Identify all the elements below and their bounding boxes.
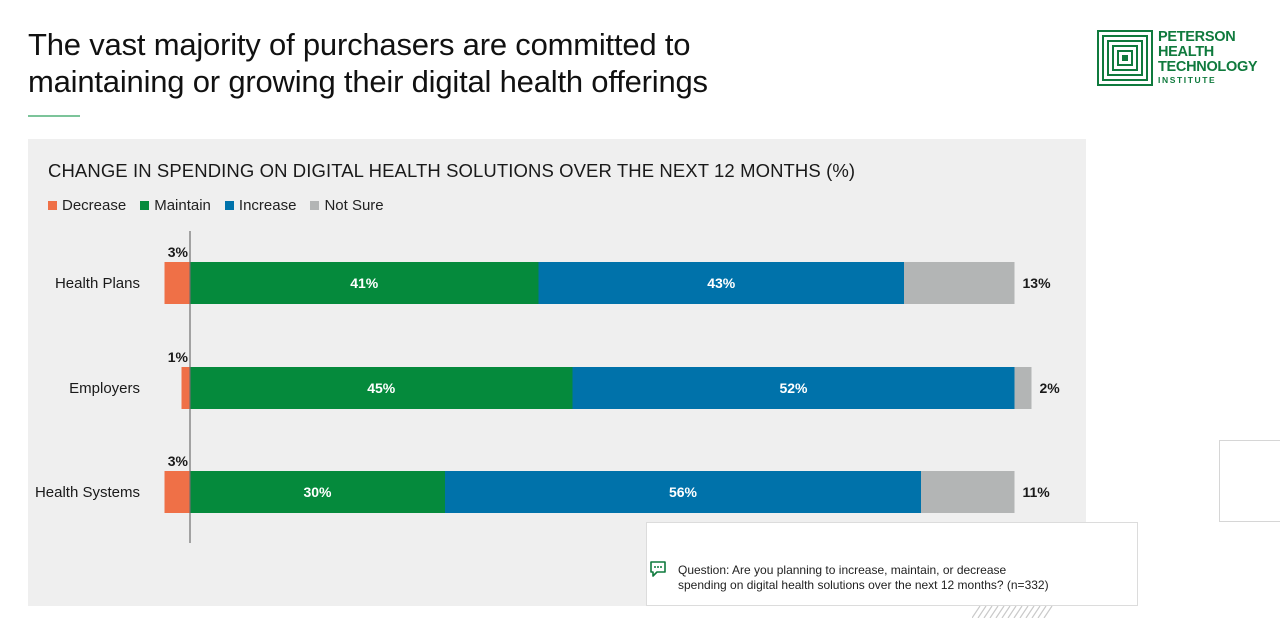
peterson-logo: PETERSON HEALTH TECHNOLOGY INSTITUTE: [1097, 30, 1267, 88]
logo-line-2: HEALTH: [1158, 44, 1214, 60]
data-label-not-sure: 2%: [1040, 380, 1061, 396]
bar-not-sure: [921, 471, 1015, 513]
bar-increase: [445, 471, 921, 513]
bar-maintain: [190, 367, 573, 409]
data-label-increase: 56%: [669, 484, 698, 500]
bar-decrease: [164, 471, 190, 513]
legend-swatch: [310, 200, 320, 210]
logo-line-1: PETERSON: [1158, 29, 1236, 45]
bar-decrease: [164, 262, 190, 304]
note-box: [646, 522, 1138, 606]
data-label-increase: 43%: [707, 275, 736, 291]
title-underline: [28, 115, 80, 117]
legend-item-maintain: Maintain: [140, 197, 211, 214]
legend-label: Maintain: [154, 196, 211, 214]
data-label-not-sure: 13%: [1023, 275, 1052, 291]
category-label: Health Plans: [55, 275, 140, 292]
legend-swatch: [140, 200, 150, 210]
logo-line-3: TECHNOLOGY: [1158, 59, 1258, 75]
logo-mark-icon: [1097, 30, 1153, 86]
bar-maintain: [190, 471, 445, 513]
legend-item-not-sure: Not Sure: [310, 196, 384, 214]
bar-maintain: [190, 262, 539, 304]
legend-swatch: [224, 200, 234, 210]
legend-item-increase: Increase: [224, 196, 297, 214]
chart-legend: Decrease Maintain Increase Not Sure: [48, 196, 398, 214]
data-label-increase: 52%: [779, 380, 808, 396]
data-label-decrease: 1%: [168, 349, 189, 365]
survey-question-note: Question: Are you planning to increase, …: [678, 563, 1078, 593]
data-label-maintain: 30%: [303, 484, 332, 500]
data-label-decrease: 3%: [168, 453, 189, 469]
category-label: Employers: [69, 380, 140, 397]
bar-increase: [572, 367, 1015, 409]
note-line-2: spending on digital health solutions ove…: [678, 578, 1049, 592]
chat-bubble-icon: [650, 561, 666, 577]
legend-item-decrease: Decrease: [48, 197, 126, 214]
legend-label: Decrease: [62, 196, 127, 214]
logo-text: PETERSON HEALTH TECHNOLOGY INSTITUTE: [1158, 30, 1268, 86]
legend-label: Increase: [238, 196, 297, 214]
legend-label: Not Sure: [324, 196, 384, 214]
bar-increase: [538, 262, 904, 304]
page-title: The vast majority of purchasers are comm…: [28, 26, 888, 100]
note-line-1: Question: Are you planning to increase, …: [678, 563, 1007, 577]
side-decoration-box: [1219, 440, 1280, 522]
data-label-maintain: 45%: [367, 380, 396, 396]
page-title-line-1: The vast majority of purchasers are comm…: [28, 27, 691, 62]
legend-swatch: [48, 200, 57, 210]
category-label: Health Systems: [35, 484, 140, 501]
data-label-maintain: 41%: [350, 275, 379, 291]
chart-title: CHANGE IN SPENDING ON DIGITAL HEALTH SOL…: [48, 160, 856, 181]
hatch-decoration: [972, 606, 1053, 618]
logo-line-4: INSTITUTE: [1158, 75, 1217, 85]
bar-decrease: [181, 367, 190, 409]
data-label-decrease: 3%: [168, 244, 189, 260]
data-label-not-sure: 11%: [1023, 484, 1051, 500]
page-title-line-2: maintaining or growing their digital hea…: [28, 64, 708, 99]
bar-not-sure: [1014, 367, 1032, 409]
bar-not-sure: [904, 262, 1015, 304]
